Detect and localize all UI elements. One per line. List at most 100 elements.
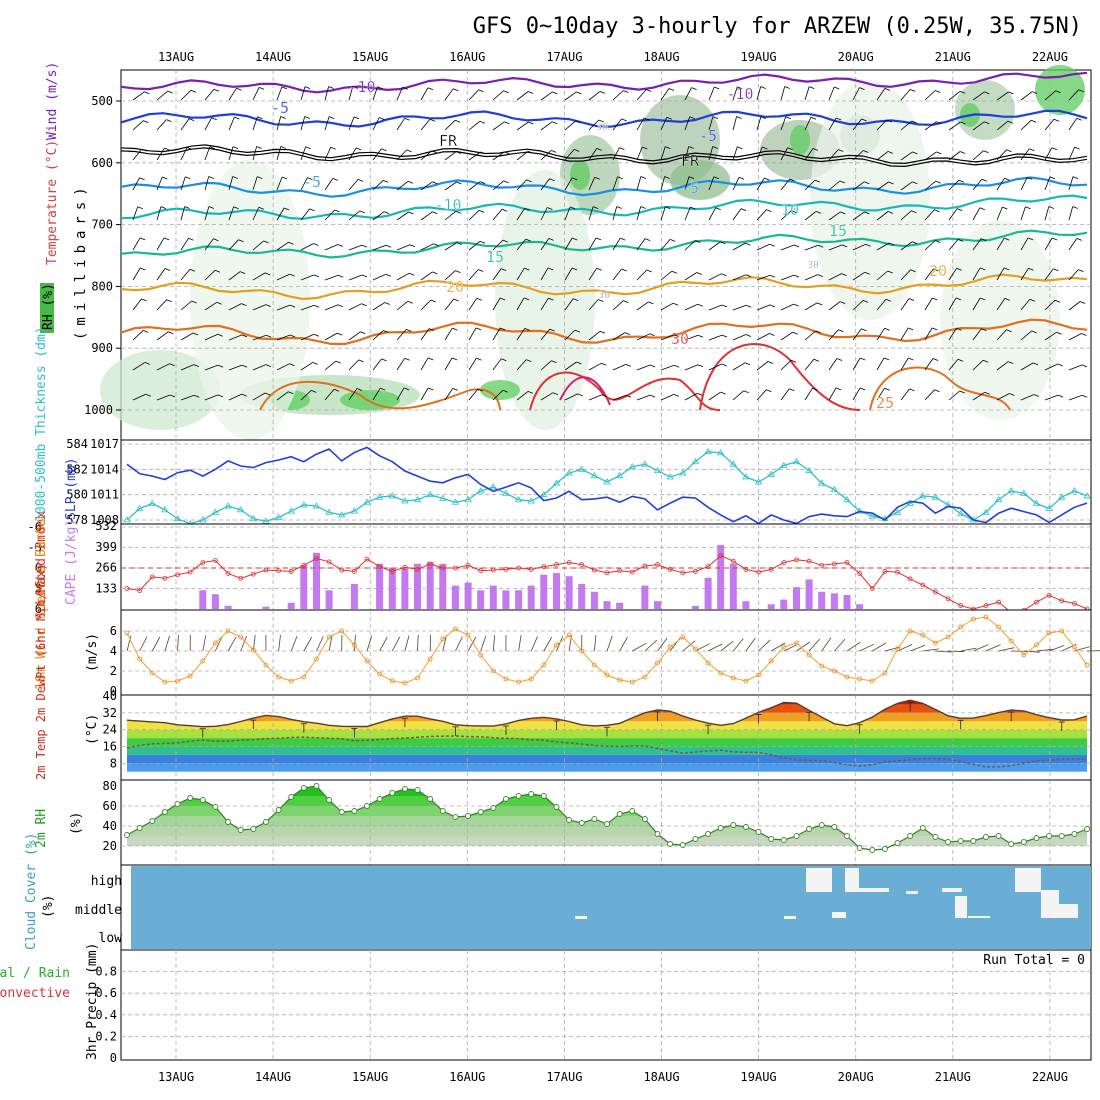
thickness-point xyxy=(1058,493,1066,500)
wind-barb xyxy=(852,387,861,401)
wind-barb xyxy=(276,273,290,281)
cloud-series: high middle low (%) xyxy=(41,866,1091,949)
wind-barb xyxy=(668,88,675,91)
wind-speed-point xyxy=(705,660,711,666)
rh-point xyxy=(275,807,282,813)
wind-barb xyxy=(924,240,936,251)
wind-barb xyxy=(540,207,548,221)
wind-barb xyxy=(276,86,283,101)
thickness-point xyxy=(300,501,308,508)
wind-barb xyxy=(429,118,436,122)
wind-barb xyxy=(132,330,144,341)
wind-barb xyxy=(384,211,390,214)
wind-barb xyxy=(549,328,555,332)
wind-barb xyxy=(900,210,912,221)
tick-label: 6 xyxy=(35,602,42,616)
wind-barb xyxy=(132,177,140,191)
wind-barb xyxy=(876,242,890,251)
wind-barb xyxy=(305,146,311,150)
wind-barb xyxy=(840,301,846,304)
wind-barb xyxy=(384,302,390,305)
wind-barb xyxy=(859,87,865,90)
cape-bar xyxy=(426,562,434,609)
wind-barb xyxy=(1020,267,1029,281)
wind-barb xyxy=(876,357,885,371)
wind-barb xyxy=(732,86,738,101)
wind-barb xyxy=(444,88,454,101)
wind-barb xyxy=(500,327,506,331)
wind-barb xyxy=(139,237,146,241)
wind-speed-point xyxy=(844,674,850,680)
wind-barb xyxy=(836,117,842,121)
thickness-point xyxy=(982,508,990,515)
wind-barb xyxy=(1044,363,1058,371)
wind-barb xyxy=(348,388,358,401)
cape-bar xyxy=(641,585,649,609)
thickness-point xyxy=(224,502,232,509)
wind-barb xyxy=(632,642,647,652)
li-point xyxy=(718,553,724,559)
rh-legend-swatch xyxy=(40,283,54,333)
wind-barb xyxy=(852,243,866,251)
wind-barb xyxy=(1020,120,1032,131)
wind-barb xyxy=(732,390,744,401)
wind-barb xyxy=(180,147,188,161)
wind-barb xyxy=(1027,237,1034,241)
wind-barb xyxy=(184,206,190,209)
wind-barb xyxy=(1068,89,1079,101)
wind-barb xyxy=(588,268,598,281)
wind-barb xyxy=(444,242,458,251)
wind-barb xyxy=(887,211,894,214)
wind-barb xyxy=(852,211,865,221)
wind-barb xyxy=(1044,119,1055,131)
wind-barb xyxy=(935,650,952,653)
wind-barb xyxy=(169,394,176,398)
wind-barb xyxy=(300,177,308,191)
li-point xyxy=(693,569,698,574)
wind-barb xyxy=(862,300,869,303)
wind-barb xyxy=(372,180,384,191)
wind-barb xyxy=(408,211,414,215)
wind-barb xyxy=(646,269,652,273)
wind-barb xyxy=(708,86,715,101)
wind-barb xyxy=(784,86,790,89)
tick-label: 0.8 xyxy=(95,965,117,979)
thickness-point xyxy=(805,466,813,473)
wind-barb xyxy=(956,327,962,331)
wind-barb xyxy=(169,363,175,367)
wind-barb xyxy=(1048,206,1054,209)
rh-point xyxy=(1046,833,1053,839)
rh-point xyxy=(338,809,345,815)
thickness-point xyxy=(792,457,801,465)
wind-barb xyxy=(780,210,792,221)
wind-barb xyxy=(720,241,726,245)
wind-barb xyxy=(744,362,751,366)
thickness-point xyxy=(767,470,775,477)
li-point xyxy=(465,562,471,568)
wind-barb xyxy=(821,637,832,652)
wind-barb xyxy=(252,87,260,101)
wind-barb xyxy=(644,117,650,121)
wind-barb xyxy=(1020,362,1034,371)
wind-barb xyxy=(828,387,837,401)
wind-barb xyxy=(516,297,525,311)
wind-barb xyxy=(348,210,360,221)
wind-barb xyxy=(684,364,699,371)
wind-barb xyxy=(1004,237,1010,241)
wind-barb xyxy=(444,120,456,131)
wind-barb xyxy=(228,239,239,251)
temp-band xyxy=(127,754,1087,764)
wind-barb xyxy=(348,359,359,371)
wind-barb xyxy=(660,364,675,371)
li-point xyxy=(377,564,383,570)
wind-barb xyxy=(732,274,747,281)
wind-barb xyxy=(361,274,368,278)
wind-barb xyxy=(804,274,819,281)
wind-barb xyxy=(204,364,219,371)
wind-barb xyxy=(816,302,823,306)
li-point xyxy=(945,596,951,602)
wind-barb xyxy=(132,267,141,281)
pressure-ticks: 500 600 700 800 900 1000 xyxy=(84,94,121,417)
rh2m-unit-label: (%) xyxy=(69,812,84,835)
tick-label: 40 xyxy=(103,819,117,833)
